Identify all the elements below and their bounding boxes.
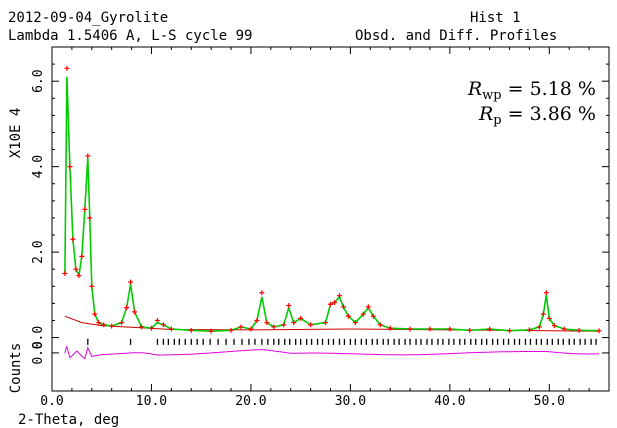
observed-point (160, 322, 166, 328)
x-tick-label: 40.0 (434, 394, 465, 409)
observed-point (340, 304, 346, 310)
rwp-value: = 5.18 % (502, 78, 596, 100)
observed-point (64, 65, 70, 71)
observed-point (128, 279, 134, 285)
observed-point (352, 320, 358, 326)
observed-point (259, 290, 265, 296)
rp-symbol: R (478, 103, 493, 125)
reflection-markers (87, 338, 597, 345)
rp-annotation: Rp = 3.86 % (478, 103, 596, 128)
x-tick-label: 20.0 (235, 394, 266, 409)
observed-point (543, 290, 549, 296)
observed-point (298, 315, 304, 321)
observed-point (561, 326, 567, 332)
observed-point (540, 311, 546, 317)
rp-value: = 3.86 % (502, 103, 596, 125)
observed-point (139, 324, 145, 330)
observed-point (281, 322, 287, 328)
observed-point (387, 325, 393, 331)
y-tick-label: 4.0 (31, 155, 46, 178)
observed-point (92, 311, 98, 317)
profile-description: Obsd. and Diff. Profiles (355, 28, 557, 44)
observed-point (148, 325, 154, 331)
observed-point (323, 320, 329, 326)
observed-point (168, 326, 174, 332)
observed-point (73, 266, 79, 272)
rwp-annotation: Rwp = 5.18 % (467, 78, 596, 103)
y-axis-label: Counts (8, 343, 24, 394)
observed-point (89, 283, 95, 289)
x-tick-label: 30.0 (335, 394, 366, 409)
observed-point (85, 153, 91, 159)
observed-point (407, 326, 413, 332)
observed-point (546, 315, 552, 321)
x-tick-label: 10.0 (136, 394, 167, 409)
rp-subscript: p (493, 113, 501, 128)
x-tick-label: 0.0 (40, 394, 63, 409)
observed-point (76, 273, 82, 279)
observed-point (79, 253, 85, 259)
observed-point (271, 324, 277, 330)
observed-point (188, 327, 194, 333)
observed-point (96, 320, 102, 326)
observed-point (124, 305, 130, 311)
observed-points (62, 65, 602, 334)
observed-point (331, 300, 337, 306)
dataset-title: 2012-09-04_Gyrolite (8, 10, 168, 26)
observed-point (132, 309, 138, 315)
observed-point (208, 328, 214, 334)
observed-point (360, 311, 366, 317)
observed-point (447, 326, 453, 332)
observed-point (345, 313, 351, 319)
observed-point (82, 206, 88, 212)
observed-point (70, 236, 76, 242)
observed-point (370, 313, 376, 319)
observed-point (109, 323, 115, 329)
observed-point (87, 215, 93, 221)
y-tick-label: 6.0 (31, 69, 46, 92)
observed-point (377, 322, 383, 328)
difference-curve (64, 345, 600, 360)
observed-point (67, 164, 73, 170)
y-tick-label: 0.0 (31, 326, 46, 349)
histogram-label: Hist 1 (470, 10, 521, 26)
observed-point (286, 303, 292, 309)
observed-point (254, 317, 260, 323)
observed-point (238, 324, 244, 330)
observed-point (119, 320, 125, 326)
diff-zero-label: 0.0 (31, 341, 46, 364)
x-tick-label: 50.0 (534, 394, 565, 409)
observed-point (427, 326, 433, 332)
axis-ticks: 0.0 10.0 20.0 30.0 40.0 50.0 0.0 2.0 4.0 6.0 0.0 (31, 47, 609, 409)
observed-point (228, 327, 234, 333)
observed-point (507, 328, 513, 334)
observed-point (467, 327, 473, 333)
observed-point (291, 320, 297, 326)
observed-point (551, 323, 557, 329)
background-curve (64, 315, 600, 332)
observed-point (596, 328, 602, 334)
refinement-info: Lambda 1.5406 A, L-S cycle 99 (8, 28, 252, 44)
observed-point (536, 324, 542, 330)
rwp-subscript: wp (482, 88, 501, 103)
x-axis-label: 2-Theta, deg (18, 412, 119, 428)
observed-point (526, 327, 532, 333)
y-tick-label: 2.0 (31, 240, 46, 263)
observed-point (62, 270, 68, 276)
observed-point (248, 326, 254, 332)
y-scale-label: X10E 4 (8, 108, 24, 159)
observed-point (487, 326, 493, 332)
observed-point (336, 293, 342, 299)
rwp-symbol: R (467, 78, 482, 100)
observed-point (365, 304, 371, 310)
observed-point (576, 327, 582, 333)
observed-point (328, 301, 333, 307)
observed-point (308, 322, 314, 328)
observed-point (154, 317, 160, 323)
observed-point (101, 322, 107, 328)
observed-point (264, 320, 270, 326)
